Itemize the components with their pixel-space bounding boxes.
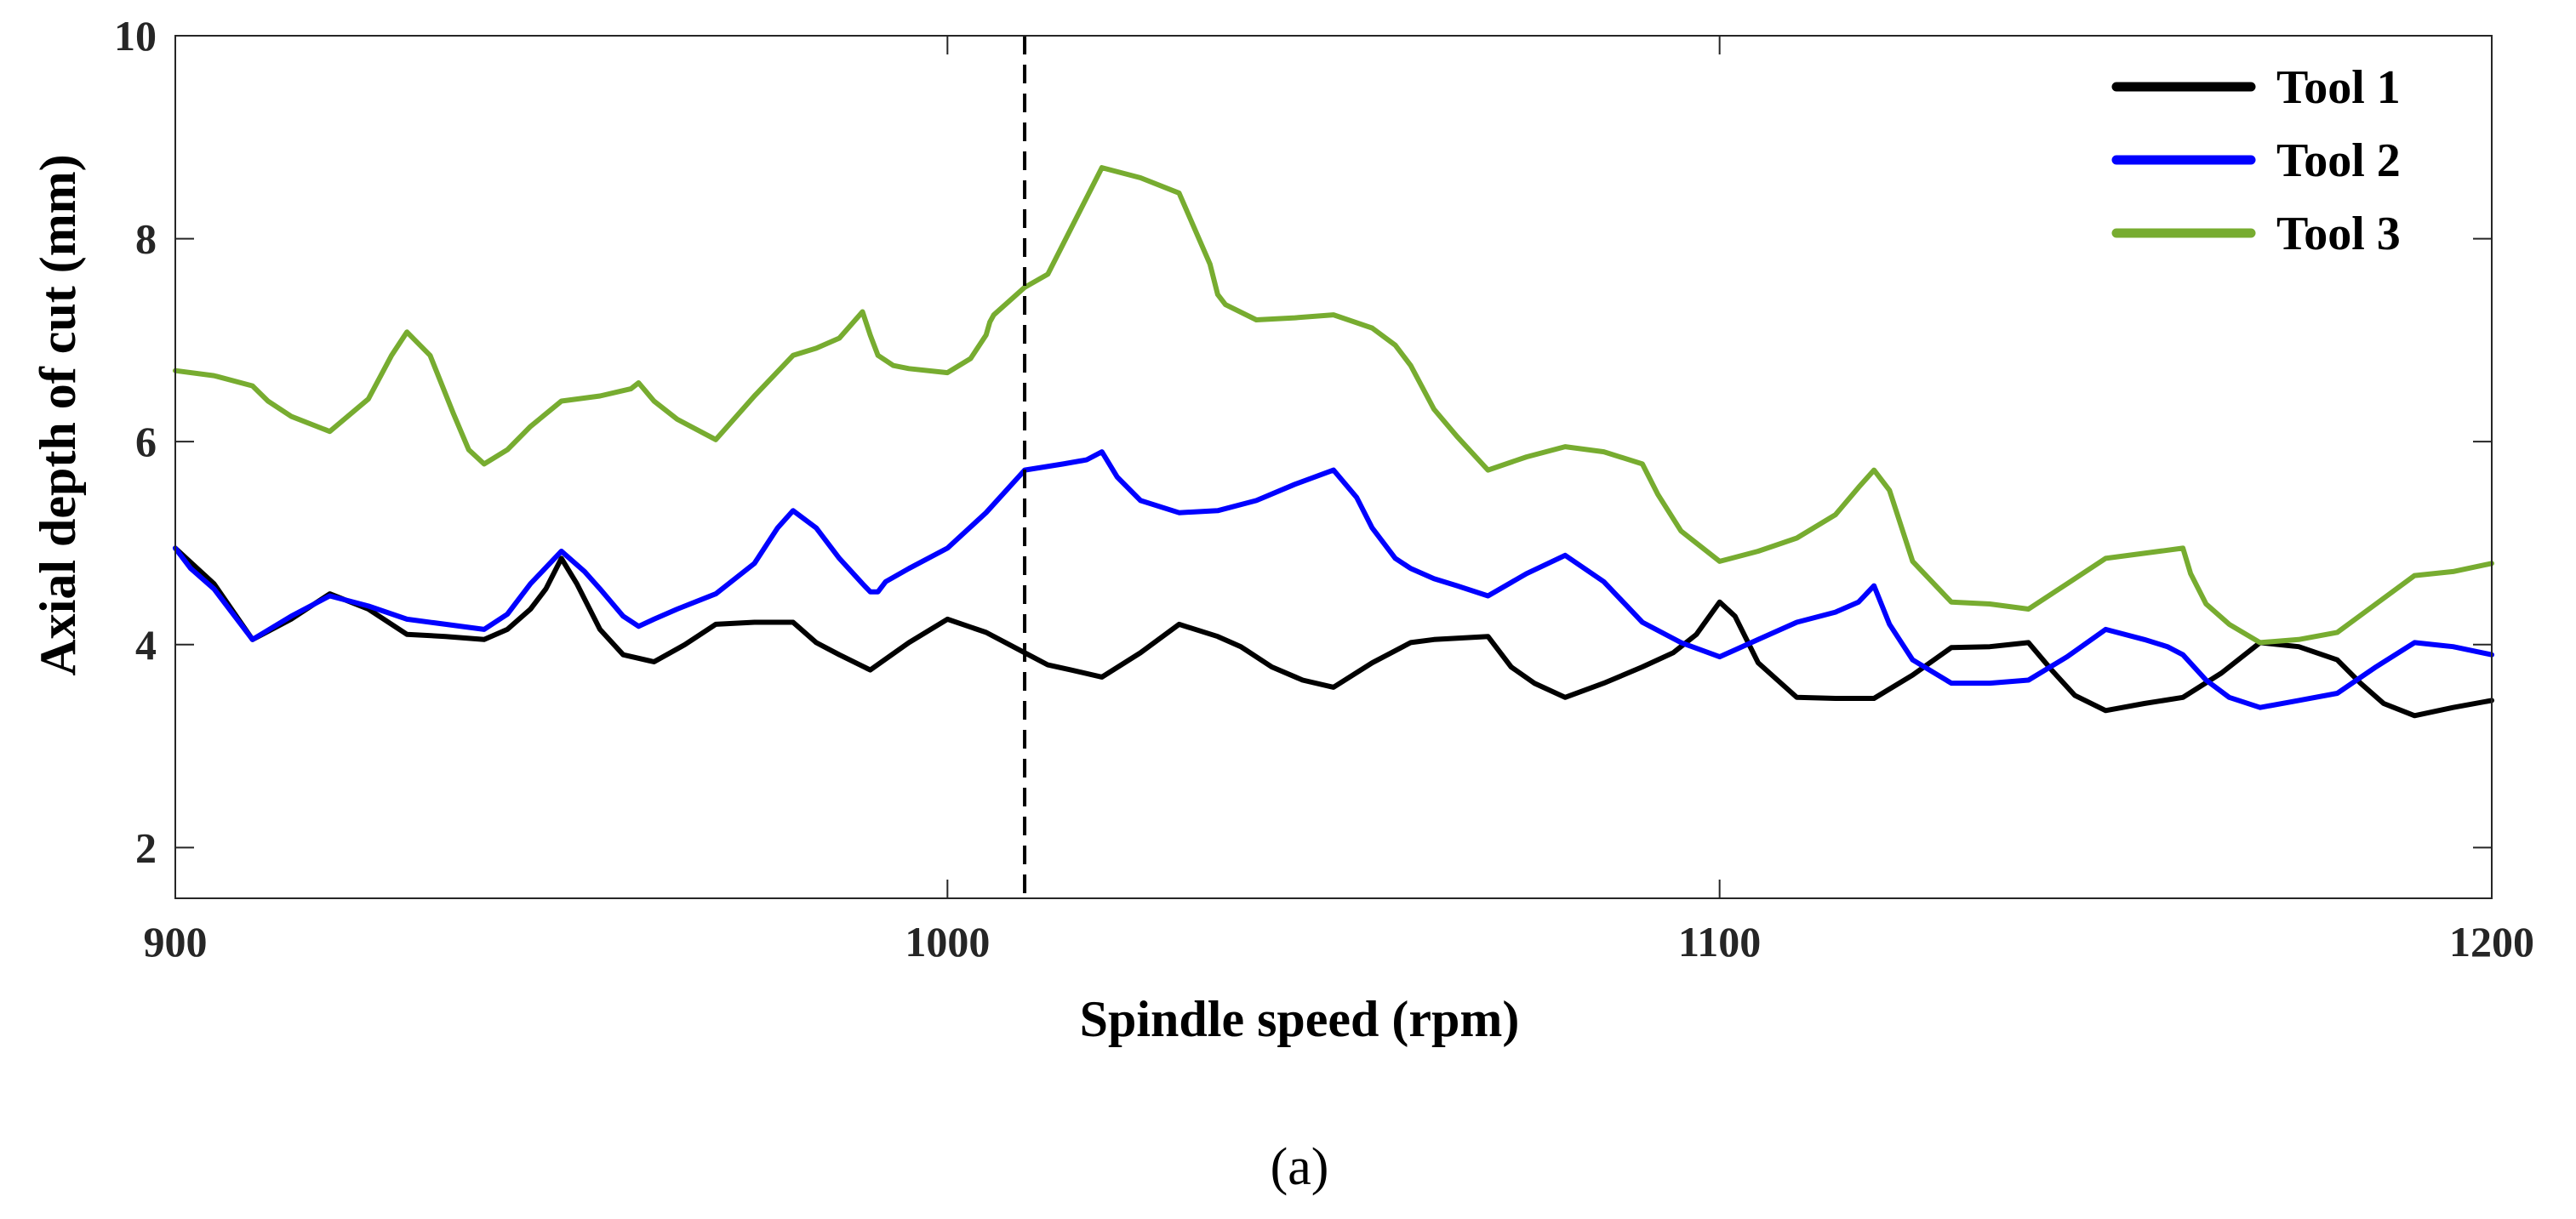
x-tick-label: 900: [144, 918, 208, 966]
y-tick-label: 2: [135, 823, 157, 871]
y-axis-label: Axial depth of cut (mm): [30, 154, 86, 675]
legend-label-tool-3: Tool 3: [2276, 208, 2401, 260]
figure-caption: (a): [1271, 1138, 1329, 1196]
x-axis-label: Spindle speed (rpm): [1080, 991, 1520, 1047]
legend-label-tool-2: Tool 2: [2276, 134, 2401, 187]
legend: Tool 1 Tool 2 Tool 3: [2111, 61, 2401, 260]
y-tick-label: 4: [135, 621, 157, 669]
plot-area: [173, 36, 2494, 898]
x-tick-label: 1000: [905, 918, 990, 966]
x-tick-label: 1200: [2449, 918, 2534, 966]
series-line-tool-1: [173, 545, 2494, 719]
series-line-tool-3: [173, 165, 2494, 646]
y-tick-label: 8: [135, 215, 157, 263]
axes: 900 1000 1100 1200 2 4 6 8 10: [114, 12, 2534, 966]
axes-box: [174, 35, 2493, 899]
x-tick-label: 1100: [1678, 918, 1761, 966]
y-tick-label: 6: [135, 418, 157, 465]
y-tick-label: 10: [114, 12, 157, 60]
series-line-tool-2: [173, 449, 2494, 710]
legend-label-tool-1: Tool 1: [2276, 61, 2401, 114]
